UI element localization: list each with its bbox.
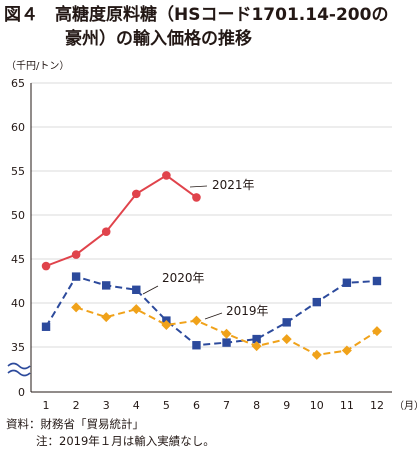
x-tick-label: 10 <box>310 399 324 412</box>
x-tick-label: 11 <box>340 399 354 412</box>
data-point <box>102 281 111 290</box>
data-point <box>281 334 292 345</box>
data-point <box>252 334 261 344</box>
y-unit-label: （千円/トン） <box>6 61 70 72</box>
chart-title-line2: 豪州）の輸入価格の推移 <box>65 29 252 49</box>
x-tick-label: 8 <box>253 399 260 412</box>
x-tick-label: 1 <box>43 399 50 412</box>
data-point <box>251 341 262 352</box>
data-point <box>71 302 82 313</box>
series-label: 2019年 <box>226 304 269 318</box>
chart-title-line1: 図４ 高糖度原料糖（HSコード1701.14-200の <box>4 5 389 25</box>
y-tick-label: 35 <box>11 341 25 354</box>
data-point <box>71 272 81 281</box>
series-line-2020 <box>45 275 378 347</box>
y-tick-label: 65 <box>11 77 25 90</box>
data-point <box>192 341 201 350</box>
series-label: 2021年 <box>212 178 255 192</box>
data-point <box>162 171 171 180</box>
x-tick-label: 2 <box>73 399 80 412</box>
y-zero-label: 0 <box>18 386 25 399</box>
axis-break-icon <box>7 369 31 377</box>
x-tick-label: 7 <box>223 399 230 412</box>
y-tick-label: 40 <box>11 297 25 310</box>
source-note: 資料：財務省「貿易統計」 <box>6 417 144 431</box>
data-point <box>101 312 112 323</box>
series-label: 2020年 <box>162 271 205 285</box>
data-point <box>192 193 201 202</box>
x-tick-label: 5 <box>163 399 170 412</box>
data-point <box>371 326 382 337</box>
y-tick-label: 55 <box>11 165 25 178</box>
footnote: 注：2019年１月は輸入実績なし。 <box>36 434 215 448</box>
y-tick-label: 45 <box>11 253 25 266</box>
x-tick-label: 3 <box>103 399 110 412</box>
data-point <box>131 304 142 315</box>
data-point <box>312 297 321 307</box>
chart-notes: 資料：財務省「貿易統計」 注：2019年１月は輸入実績なし。 <box>6 416 215 450</box>
y-tick-label: 50 <box>11 209 25 222</box>
x-axis-unit: （月） <box>394 400 420 412</box>
data-point <box>132 285 141 294</box>
data-point <box>101 227 111 237</box>
data-point <box>41 261 51 271</box>
label-leader <box>189 185 208 188</box>
data-point <box>221 328 232 339</box>
axis-break-icon <box>7 362 31 370</box>
data-point <box>341 345 352 356</box>
data-point <box>131 189 141 199</box>
label-leader <box>204 312 223 320</box>
x-tick-label: 9 <box>283 399 290 412</box>
data-point <box>311 349 322 360</box>
data-point <box>282 318 291 327</box>
data-point <box>41 322 51 331</box>
data-point <box>71 250 81 259</box>
x-tick-label: 4 <box>133 399 140 412</box>
series-line-2021 <box>45 174 198 267</box>
x-tick-label: 6 <box>193 399 200 412</box>
data-point <box>161 320 172 330</box>
data-point <box>342 278 352 287</box>
x-tick-label: 12 <box>370 399 384 412</box>
data-point <box>372 276 382 286</box>
label-leader <box>142 285 159 295</box>
data-point <box>191 315 202 326</box>
data-point <box>222 338 231 347</box>
y-tick-label: 60 <box>11 121 25 134</box>
